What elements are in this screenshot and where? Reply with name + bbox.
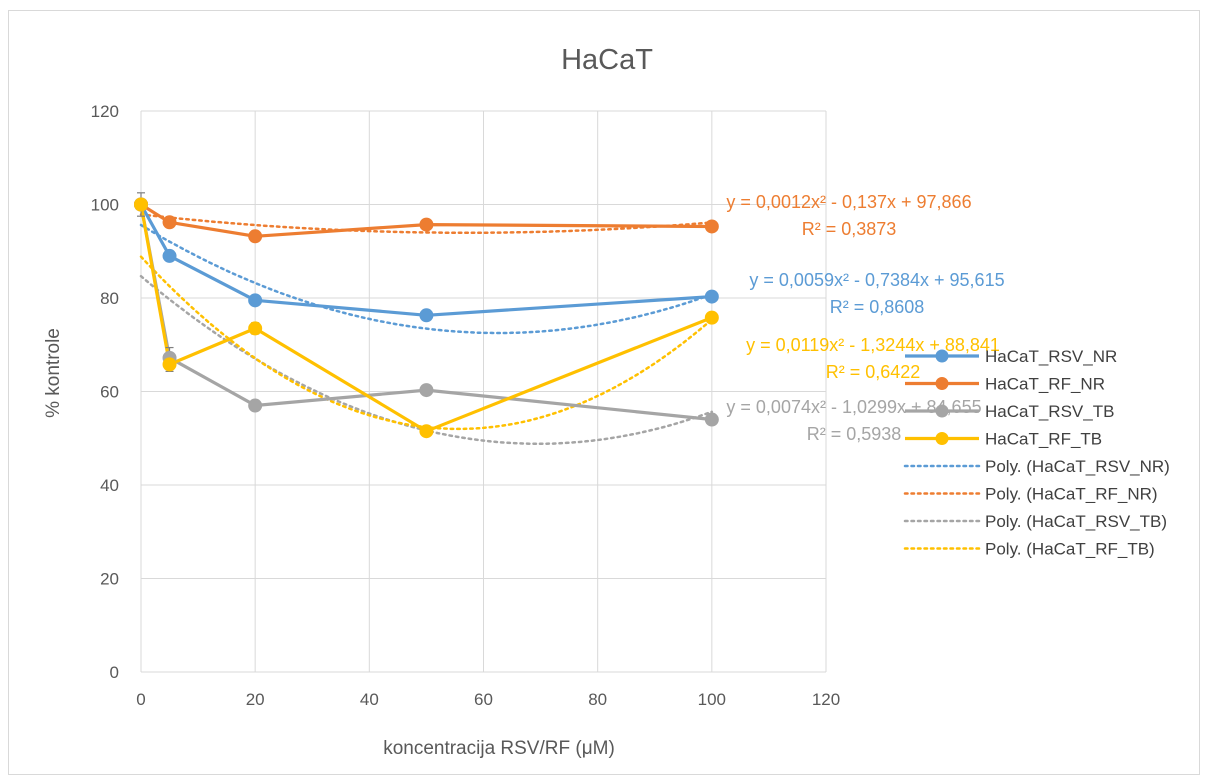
- chart-area: HaCaT 0 20 40 60 80 100 120 0 20 40 60 80 100 120 y =…: [8, 10, 1200, 775]
- x-tick-label: 40: [360, 690, 379, 709]
- x-axis-title: koncentracija RSV/RF (μM): [383, 738, 615, 759]
- trendline-r-squared: R² = 0,8608: [830, 297, 925, 317]
- chart-title: HaCaT: [561, 44, 653, 76]
- legend-label: Poly. (HaCaT_RSV_NR): [985, 457, 1170, 476]
- trendline-r-squared: R² = 0,5938: [807, 424, 902, 444]
- trendline: [139, 223, 714, 335]
- data-point: [248, 229, 263, 244]
- data-point: [162, 248, 177, 263]
- data-point: [134, 197, 148, 212]
- x-tick-label: 120: [812, 690, 840, 709]
- data-point: [419, 383, 434, 398]
- legend-marker: [935, 377, 949, 390]
- data-point: [704, 412, 719, 427]
- data-point: [704, 289, 719, 304]
- trendline-r-squared: R² = 0,6422: [826, 362, 921, 382]
- y-tick-label: 40: [100, 476, 119, 495]
- legend-label: HaCaT_RSV_NR: [985, 347, 1117, 366]
- legend-marker: [935, 349, 949, 363]
- y-axis-title: % kontrole: [43, 328, 64, 418]
- legend-marker: [935, 432, 949, 445]
- legend-label: HaCaT_RSV_TB: [985, 402, 1114, 421]
- y-tick-label: 20: [100, 570, 119, 589]
- data-point: [248, 321, 263, 336]
- x-tick-label: 0: [136, 690, 145, 709]
- legend-label: HaCaT_RF_TB: [985, 430, 1102, 449]
- trendline-equation: y = 0,0119x² - 1,3244x + 88,841: [746, 335, 1000, 355]
- trendline-equations: y = 0,0059x² - 0,7384x + 95,615 R² = 0,86…: [726, 192, 1004, 444]
- y-tick-label: 0: [110, 663, 119, 682]
- chart-svg: HaCaT 0 20 40 60 80 100 120 0 20 40 60 80 100 120 y =…: [43, 44, 1170, 759]
- data-point: [248, 293, 263, 308]
- data-point: [704, 310, 719, 325]
- data-series: [134, 192, 719, 439]
- data-point: [248, 398, 263, 413]
- y-tick-label: 80: [100, 289, 119, 308]
- y-tick-label: 60: [100, 383, 119, 402]
- trendline: [139, 213, 714, 235]
- x-tick-label: 80: [588, 690, 607, 709]
- x-tick-label: 20: [246, 690, 265, 709]
- x-tick-label: 60: [474, 690, 493, 709]
- legend-label: Poly. (HaCaT_RF_TB): [985, 540, 1155, 559]
- x-tick-label: 100: [698, 690, 726, 709]
- legend-label: Poly. (HaCaT_RSV_TB): [985, 512, 1167, 531]
- legend: HaCaT_RSV_NR HaCaT_RF_NR HaCaT_RSV_TB HaCaT…: [903, 347, 1170, 559]
- axes: 0 20 40 60 80 100 120 0 20 40 60 80 100 120: [91, 102, 841, 709]
- gridlines: [140, 110, 827, 673]
- data-point: [419, 424, 434, 439]
- trendline: [139, 255, 714, 431]
- legend-label: HaCaT_RF_NR: [985, 375, 1105, 394]
- data-point: [162, 357, 177, 372]
- y-tick-label: 100: [91, 196, 119, 215]
- y-tick-label: 120: [91, 102, 119, 121]
- legend-label: Poly. (HaCaT_RF_NR): [985, 485, 1158, 504]
- data-point: [419, 308, 434, 323]
- trendline-equation: y = 0,0059x² - 0,7384x + 95,615: [749, 270, 1004, 290]
- data-point: [162, 215, 177, 230]
- data-point: [704, 219, 719, 234]
- data-point: [419, 217, 434, 232]
- legend-marker: [935, 404, 949, 418]
- trendline-r-squared: R² = 0,3873: [802, 219, 897, 239]
- trendline-equation: y = 0,0012x² - 0,137x + 97,866: [726, 192, 971, 212]
